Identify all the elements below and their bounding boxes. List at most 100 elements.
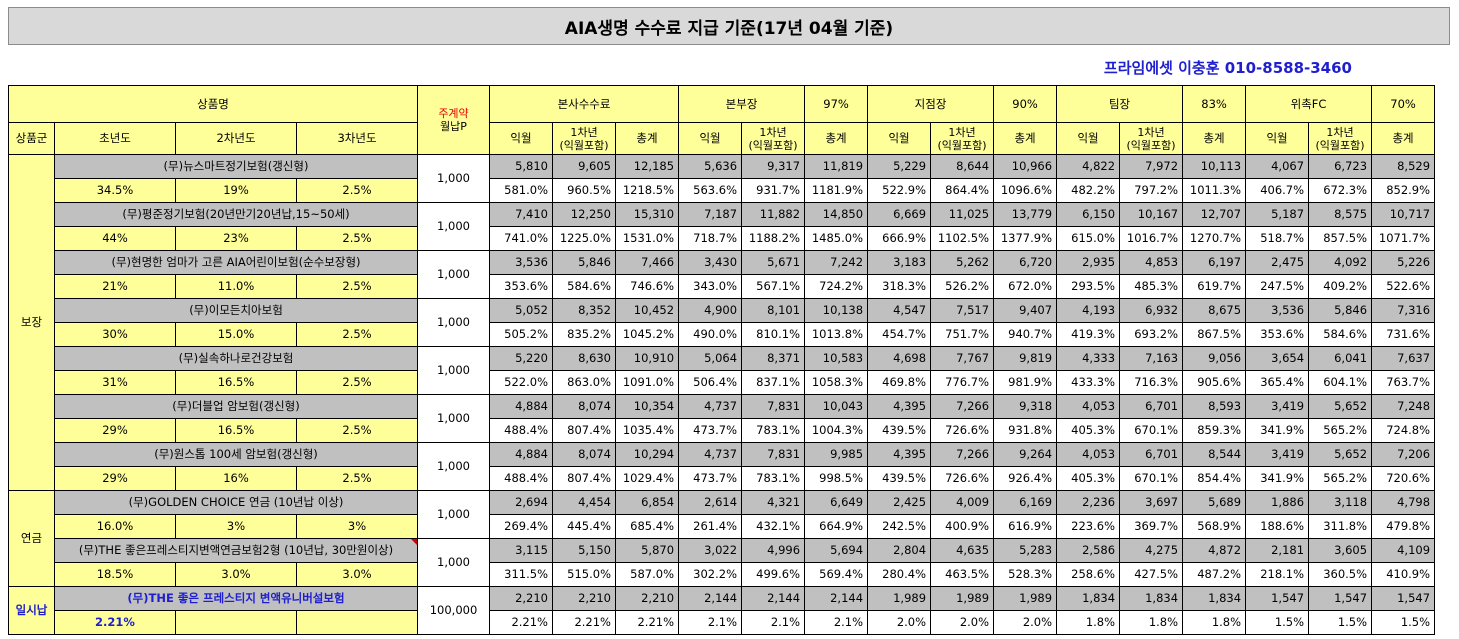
pct-cell: 343.0% xyxy=(678,274,743,299)
pct-cell: 783.1% xyxy=(741,466,806,491)
pct-cell: 487.2% xyxy=(1182,562,1247,587)
pct-cell: 528.3% xyxy=(993,562,1058,587)
pct-cell: 2.21% xyxy=(489,610,553,635)
pct-cell: 280.4% xyxy=(867,562,932,587)
amount-cell: 5,671 xyxy=(741,250,806,275)
year1-line1: 1차년 xyxy=(759,125,787,139)
product-row: 보장 (무)뉴스마트정기보험(갱신형) 1,000 5,810 9,605 12,185 5… xyxy=(8,154,1436,491)
pct-cell: 454.7% xyxy=(867,322,932,347)
pct-cell: 664.9% xyxy=(804,514,869,539)
agent-contact: 프라임에셋 이충훈 010-8588-3460 xyxy=(1103,59,1352,77)
monthly-premium: 1,000 xyxy=(417,538,490,587)
pct-cell: 685.4% xyxy=(614,514,680,539)
amount-cell: 3,022 xyxy=(678,538,743,563)
header-year1-incl: 1차년 (익월포함) xyxy=(930,122,995,155)
pct-cell: 522.9% xyxy=(867,178,932,203)
pct-cell: 223.6% xyxy=(1056,514,1121,539)
amount-cell: 5,187 xyxy=(1245,202,1310,227)
header-row-1: 상품명 주계약 월납P 본사수수료 본부장 97% 지점장 90% 팀장 83% 위촉FC 70% xyxy=(8,85,1436,155)
rate-row: 34.5% 19% 2.5% 581.0% 960.5% 1218.5% 563.6% 931… xyxy=(9,178,1436,203)
product-row: 연금 (무)GOLDEN CHOICE 연금 (10년납 이상) 1,000 2,69… xyxy=(8,490,1436,587)
pct-cell: 242.5% xyxy=(867,514,932,539)
product-name: (무)현명한 엄마가 고른 AIA어린이보험(순수보장형) xyxy=(54,250,418,275)
amount-cell: 4,853 xyxy=(1119,250,1184,275)
rate-row: 44% 23% 2.5% 741.0% 1225.0% 1531.0% 718.7% 1188… xyxy=(9,226,1436,251)
pct-cell: 741.0% xyxy=(489,226,553,251)
pct-cell: 1102.5% xyxy=(930,226,995,251)
pct-cell: 724.8% xyxy=(1371,418,1436,443)
amount-cell: 9,056 xyxy=(1182,346,1247,371)
rate-cell: 3.0% xyxy=(296,562,418,587)
pct-cell: 763.7% xyxy=(1371,370,1436,395)
header-group-3: 팀장 xyxy=(1056,85,1184,123)
product-row: (무)원스톱 100세 암보험(갱신형) 1,000 4,884 8,074 10,29… xyxy=(9,442,1436,491)
pct-cell: 410.9% xyxy=(1371,562,1436,587)
amount-cell: 3,419 xyxy=(1245,394,1310,419)
pct-cell: 2.0% xyxy=(867,610,932,635)
monthly-premium: 1,000 xyxy=(417,202,490,251)
header-year1: 초년도 xyxy=(54,122,176,155)
header-total: 총계 xyxy=(804,122,869,155)
pct-cell: 490.0% xyxy=(678,322,743,347)
pct-cell: 1181.9% xyxy=(804,178,869,203)
rate-cell xyxy=(175,610,297,635)
amount-cell: 4,635 xyxy=(930,538,995,563)
rate-cell: 16.5% xyxy=(175,370,297,395)
amount-cell: 1,989 xyxy=(867,586,932,611)
year1-line1: 1차년 xyxy=(570,125,598,139)
pct-cell: 1485.0% xyxy=(804,226,869,251)
rate-cell: 11.0% xyxy=(175,274,297,299)
amount-cell: 8,593 xyxy=(1182,394,1247,419)
rate-cell: 2.21% xyxy=(54,610,176,635)
amount-cell: 2,614 xyxy=(678,490,743,515)
amount-cell: 2,210 xyxy=(489,586,553,611)
pct-cell: 2.1% xyxy=(741,610,806,635)
amount-cell: 5,689 xyxy=(1182,490,1247,515)
amount-cell: 7,637 xyxy=(1371,346,1436,371)
header-total: 총계 xyxy=(1182,122,1247,155)
pct-cell: 837.1% xyxy=(741,370,806,395)
amount-cell: 6,701 xyxy=(1119,394,1184,419)
amount-cell: 4,884 xyxy=(489,394,553,419)
rate-cell: 16.0% xyxy=(54,514,176,539)
pct-cell: 867.5% xyxy=(1182,322,1247,347)
pct-cell: 998.5% xyxy=(804,466,869,491)
pct-cell: 439.5% xyxy=(867,466,932,491)
header-group-1: 본부장 xyxy=(678,85,806,123)
amount-cell: 7,831 xyxy=(741,394,806,419)
amount-cell: 1,547 xyxy=(1371,586,1436,611)
amount-cell: 15,310 xyxy=(614,202,680,227)
amount-cell: 3,536 xyxy=(489,250,553,275)
pct-cell: 857.5% xyxy=(1308,226,1373,251)
pct-cell: 482.2% xyxy=(1056,178,1121,203)
amount-cell: 6,169 xyxy=(993,490,1058,515)
amount-cell: 6,197 xyxy=(1182,250,1247,275)
amount-cell: 8,644 xyxy=(930,154,995,179)
rate-cell: 19% xyxy=(175,178,297,203)
pct-cell: 463.5% xyxy=(930,562,995,587)
pct-cell: 905.6% xyxy=(1182,370,1247,395)
header-group-pct-4: 70% xyxy=(1371,85,1436,123)
header-total: 총계 xyxy=(993,122,1058,155)
pct-cell: 1016.7% xyxy=(1119,226,1184,251)
pct-cell: 469.8% xyxy=(867,370,932,395)
year1-line2: (익월포함) xyxy=(559,138,609,152)
monthly-premium: 1,000 xyxy=(417,394,490,443)
amount-cell: 7,187 xyxy=(678,202,743,227)
pct-cell: 1188.2% xyxy=(741,226,806,251)
monthly-premium: 100,000 xyxy=(417,586,490,635)
product-row: (무)THE 좋은프레스티지변액연금보험2형 (10년납, 30만원이상) 1,0… xyxy=(9,538,1436,587)
pct-cell: 864.4% xyxy=(930,178,995,203)
monthly-premium: 1,000 xyxy=(417,298,490,347)
amount-cell: 7,767 xyxy=(930,346,995,371)
pct-cell: 1.5% xyxy=(1245,610,1310,635)
amount-cell: 5,064 xyxy=(678,346,743,371)
header-group-2: 지점장 xyxy=(867,85,995,123)
rate-cell xyxy=(296,610,418,635)
rate-cell: 2.5% xyxy=(296,418,418,443)
pct-cell: 1091.0% xyxy=(614,370,680,395)
pct-cell: 1.5% xyxy=(1308,610,1373,635)
pct-cell: 731.6% xyxy=(1371,322,1436,347)
amount-cell: 2,586 xyxy=(1056,538,1121,563)
rate-row: 21% 11.0% 2.5% 353.6% 584.6% 746.6% 343.0% 567.… xyxy=(9,274,1436,299)
